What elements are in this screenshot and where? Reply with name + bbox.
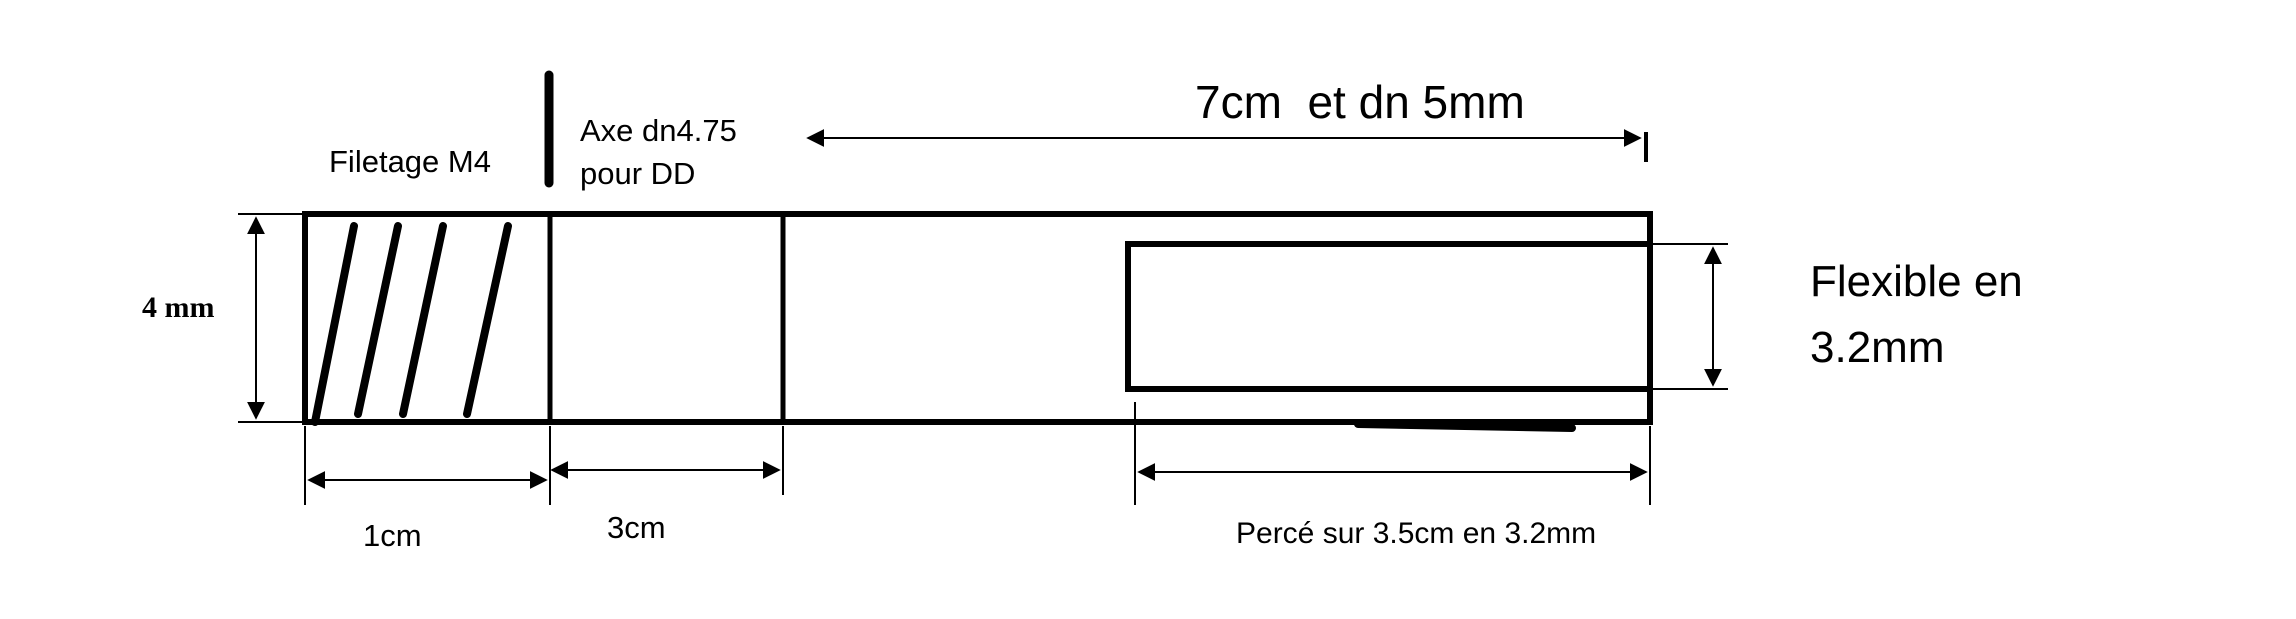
flexible-label-line1: Flexible en xyxy=(1810,257,2023,306)
diameter-dimension xyxy=(238,213,305,423)
bottom-edge-mark xyxy=(1354,420,1576,432)
seg1-length-label: 1cm xyxy=(363,518,422,553)
seg1-dimension xyxy=(304,426,551,505)
threading-label: Filetage M4 xyxy=(329,144,491,179)
diameter-label: 4 mm xyxy=(142,291,214,324)
bore-label: Percé sur 3.5cm en 3.2mm xyxy=(1236,517,1596,550)
bore-length-dimension xyxy=(1134,402,1651,505)
flexible-label-line2: 3.2mm xyxy=(1810,323,1944,372)
thread-hatching xyxy=(311,222,512,426)
axle-label-line2: pour DD xyxy=(580,156,695,191)
seg2-dimension xyxy=(550,426,784,495)
bore-outline xyxy=(1125,241,1653,392)
total-length-label: 7cm et dn 5mm xyxy=(1195,76,1525,128)
flexible-dimension xyxy=(1650,243,1728,390)
total-length-dimension xyxy=(806,129,1648,162)
seg2-length-label: 3cm xyxy=(607,510,666,545)
axle-label-line1: Axe dn4.75 xyxy=(580,113,737,148)
